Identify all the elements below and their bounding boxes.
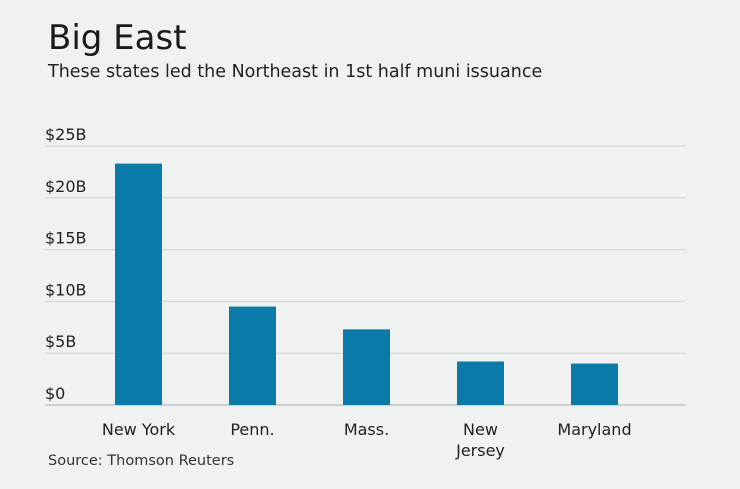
source-note: Source: Thomson Reuters bbox=[48, 453, 235, 469]
chart-title: Big East bbox=[48, 18, 187, 58]
y-tick-label: $10B bbox=[45, 280, 87, 299]
x-axis-category-labels: New York Penn. Mass. New Jersey Maryland bbox=[102, 420, 632, 460]
x-category-label: New Jersey bbox=[455, 420, 505, 460]
x-category-label: New York bbox=[102, 420, 176, 439]
y-axis-tick-labels: $0 $5B $10B $15B $20B $25B bbox=[45, 125, 87, 403]
y-tick-label: $15B bbox=[45, 229, 87, 248]
x-category-label: Maryland bbox=[557, 420, 631, 439]
bar bbox=[343, 329, 390, 405]
bars bbox=[115, 163, 618, 405]
y-tick-label: $25B bbox=[45, 125, 87, 144]
chart-subtitle: These states led the Northeast in 1st ha… bbox=[48, 62, 543, 82]
x-category-label: Mass. bbox=[344, 420, 389, 439]
bar bbox=[571, 363, 618, 405]
bar bbox=[115, 163, 162, 405]
y-tick-label: $5B bbox=[45, 332, 76, 351]
x-category-label: Penn. bbox=[230, 420, 274, 439]
bar bbox=[229, 306, 276, 405]
bar bbox=[457, 361, 504, 405]
y-tick-label: $20B bbox=[45, 177, 87, 196]
y-tick-label: $0 bbox=[45, 384, 65, 403]
